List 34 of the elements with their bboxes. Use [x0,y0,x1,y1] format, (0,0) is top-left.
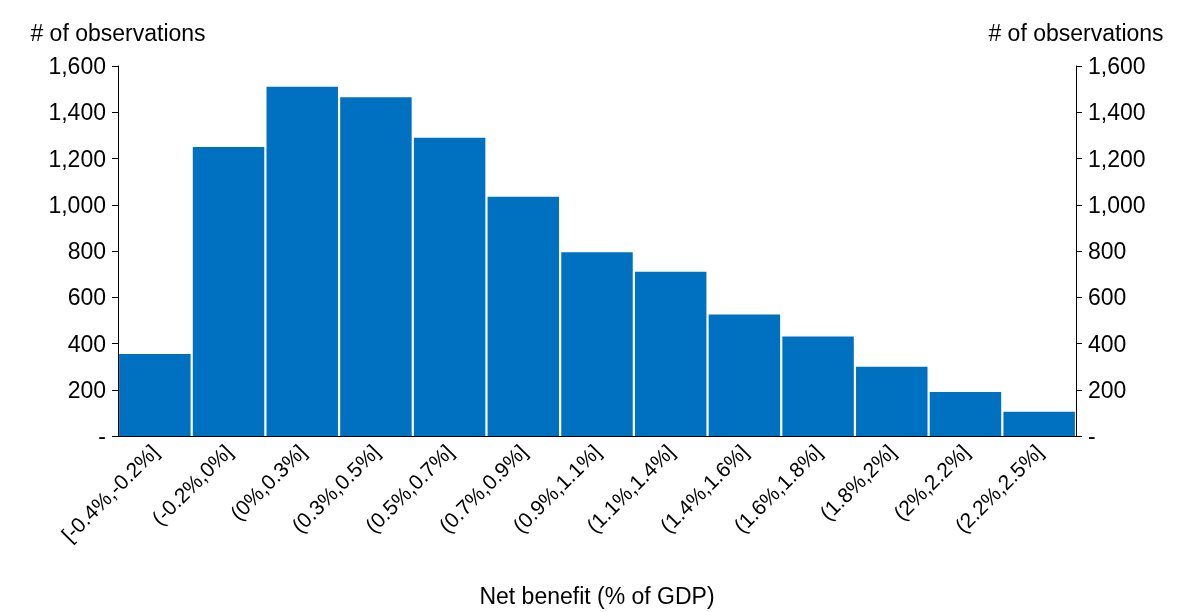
y2-tick-label: - [1088,423,1096,449]
y2-tick-label: 400 [1088,330,1127,357]
y2-tick-label: 600 [1088,284,1127,311]
y-axis-title: # of observations [30,19,206,46]
y2-tick-label: 1,000 [1088,191,1146,218]
bar [340,97,412,436]
y-tick-label: 1,000 [48,191,106,218]
y-tick-label: 1,200 [48,145,106,172]
y2-tick-label: 1,200 [1088,145,1146,172]
y2-tick-label: 200 [1088,376,1127,403]
x-axis-title: Net benefit (% of GDP) [479,582,715,609]
bar [413,137,486,436]
y-tick-label: - [98,423,106,449]
bar [929,392,1002,436]
bar [856,366,928,436]
y2-axis-title: # of observations [988,19,1164,46]
y-tick-label: 1,600 [48,53,106,79]
y-tick-label: 800 [67,238,106,264]
y2-tick-label: 1,600 [1088,53,1146,79]
bar [1003,411,1075,436]
bar [192,146,265,436]
bar [487,196,560,436]
y2-tick-label: 1,400 [1088,99,1146,126]
y-tick-label: 400 [67,330,106,357]
bar [782,336,854,436]
bar [119,353,191,436]
y2-tick-label: 800 [1088,238,1127,264]
bar [561,252,633,436]
bar [634,271,707,436]
y-tick-label: 600 [67,284,106,311]
y-tick-label: 1,400 [48,99,106,126]
bar [266,86,338,436]
y-tick-label: 200 [67,376,106,403]
bar [708,314,781,436]
